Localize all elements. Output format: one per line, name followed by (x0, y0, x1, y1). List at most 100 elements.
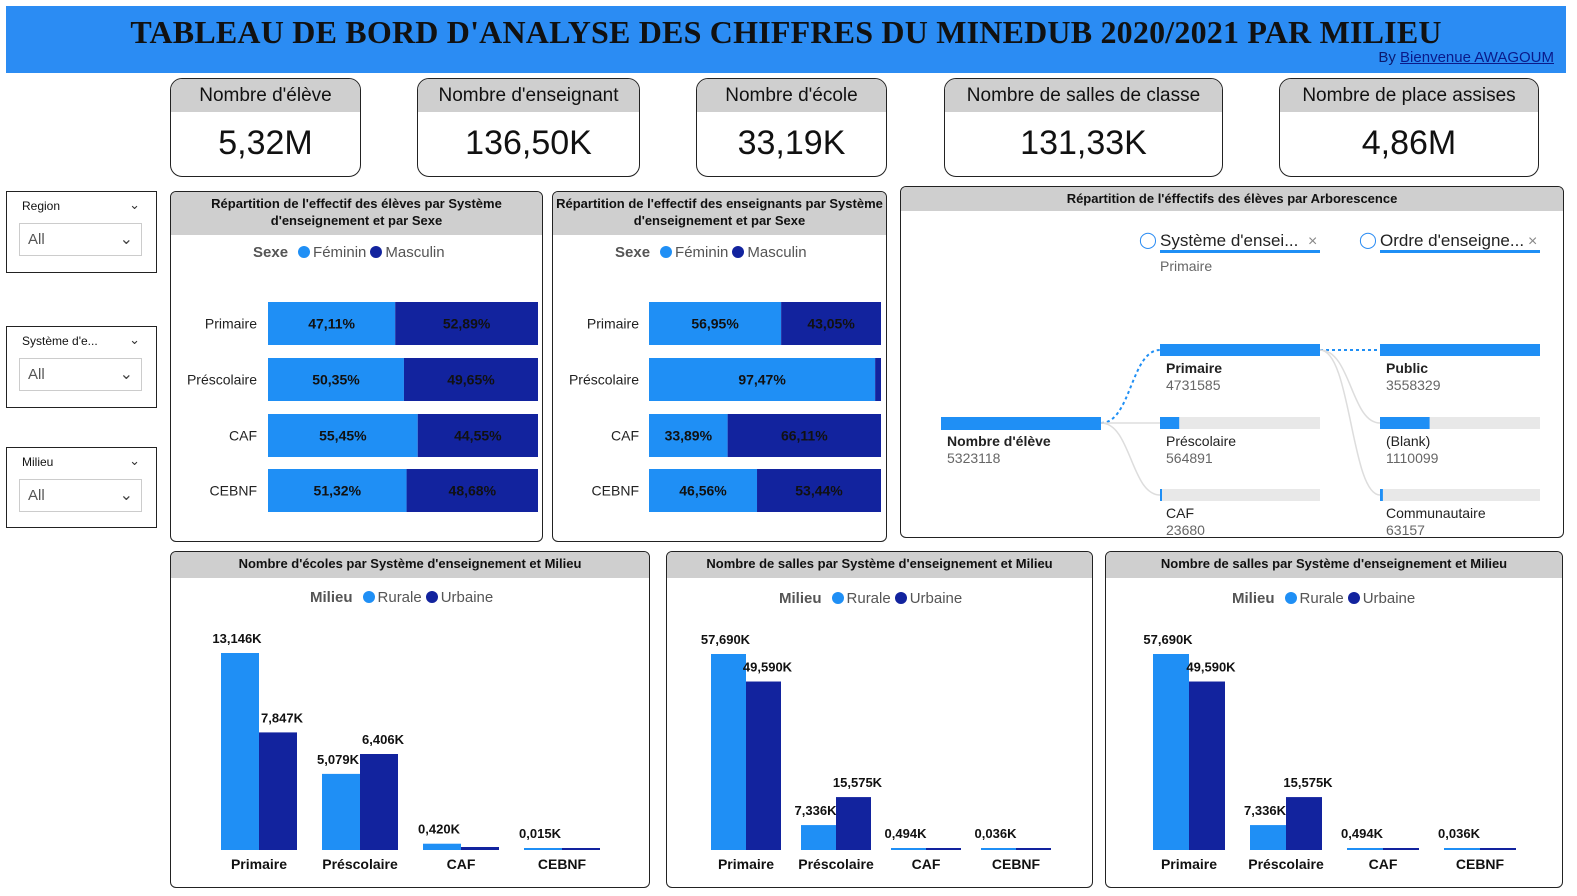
node-label[interactable]: Public (1386, 360, 1428, 376)
legend-entry[interactable]: Féminin (675, 244, 729, 261)
data-label: 52,89% (443, 316, 491, 332)
bar-segment-masculin[interactable] (403, 358, 538, 401)
data-label: 0,015K (519, 826, 562, 841)
node-bar[interactable] (1160, 489, 1162, 501)
bar-segment-féminin[interactable] (649, 302, 782, 345)
bar-urbaine[interactable] (1016, 848, 1051, 850)
data-label: 7,336K (1244, 803, 1287, 818)
bar-rurale[interactable] (221, 653, 259, 850)
bar-urbaine[interactable] (360, 754, 398, 850)
chevron-down-icon[interactable]: ⌄ (129, 454, 140, 469)
level1-header-label: Système d'ensei... (1160, 231, 1298, 250)
data-label: 57,690K (1143, 632, 1193, 647)
legend-entry[interactable]: Masculin (747, 244, 807, 261)
legend-entry[interactable]: Rurale (846, 590, 891, 607)
bar-segment-masculin[interactable] (875, 358, 881, 401)
bar-rurale[interactable] (891, 848, 926, 850)
bar-segment-féminin[interactable] (268, 469, 407, 512)
bar-segment-féminin[interactable] (649, 358, 876, 401)
bar-rurale[interactable] (524, 848, 562, 850)
level1-header[interactable]: ◯ Système d'ensei... × Primaire (1139, 231, 1320, 274)
legend-entry[interactable]: Urbaine (440, 589, 494, 606)
legend-entry[interactable]: Urbaine (1362, 590, 1416, 607)
category-label: CAF (611, 428, 639, 444)
data-label: 7,847K (261, 710, 304, 725)
bar-rurale[interactable] (981, 848, 1016, 850)
bar-urbaine[interactable] (461, 847, 499, 850)
kpi-card-salles: Nombre de salles de classe 131,33K (944, 78, 1223, 177)
bar-rurale[interactable] (801, 825, 836, 850)
legend-entry[interactable]: Urbaine (909, 590, 963, 607)
node-bar[interactable] (1380, 417, 1430, 429)
bar-segment-masculin[interactable] (757, 469, 881, 512)
node-label[interactable]: Préscolaire (1166, 433, 1236, 449)
legend-entry[interactable]: Masculin (385, 244, 445, 261)
bar-segment-féminin[interactable] (649, 414, 728, 457)
chart-legend: Milieu Rurale Urbaine (1232, 590, 1415, 607)
legend-entry[interactable]: Rurale (377, 589, 422, 606)
data-label: 49,590K (743, 660, 793, 675)
bar-urbaine[interactable] (836, 797, 871, 850)
slicer-dropdown[interactable]: All ⌄ (19, 358, 142, 391)
bar-rurale[interactable] (711, 654, 746, 850)
node-label[interactable]: Communautaire (1386, 505, 1486, 521)
bar-segment-féminin[interactable] (649, 469, 758, 512)
category-label: Préscolaire (322, 856, 398, 872)
kpi-value: 4,86M (1361, 124, 1457, 162)
lightbulb-icon: ◯ (1139, 232, 1157, 249)
bar-urbaine[interactable] (926, 848, 961, 850)
category-label: CEBNF (1456, 856, 1505, 872)
data-label: 97,47% (738, 372, 786, 388)
bar-rurale[interactable] (423, 843, 461, 850)
bar-urbaine[interactable] (259, 732, 297, 850)
kpi-label: Nombre d'élève (171, 79, 360, 112)
node-bar[interactable] (1160, 344, 1320, 356)
category-label: CAF (447, 856, 476, 872)
root-node-bar[interactable] (941, 417, 1101, 430)
node-bar[interactable] (1380, 344, 1540, 356)
bar-segment-féminin[interactable] (268, 414, 418, 457)
node-bar[interactable] (1380, 489, 1383, 501)
bar-rurale[interactable] (1153, 654, 1189, 850)
stacked-bar-chart: Primaire 56,95% 43,05% Préscolaire 97,47% CAF… (569, 302, 881, 512)
bar-rurale[interactable] (322, 773, 360, 850)
level2-header[interactable]: ◯ Ordre d'enseigne... × (1359, 231, 1540, 253)
bar-segment-masculin[interactable] (395, 302, 538, 345)
bar-urbaine[interactable] (1480, 848, 1516, 850)
legend-entry[interactable]: Féminin (313, 244, 367, 261)
chevron-down-icon[interactable]: ⌄ (129, 333, 140, 348)
node-label[interactable]: CAF (1166, 505, 1194, 521)
bar-urbaine[interactable] (1286, 797, 1322, 850)
chevron-down-icon[interactable]: ⌄ (129, 198, 140, 213)
bar-rurale[interactable] (1444, 848, 1480, 850)
node-bar[interactable] (1160, 417, 1180, 429)
level2-header-label: Ordre d'enseigne... (1380, 231, 1524, 250)
decomposition-tree[interactable]: ◯ Système d'ensei... × Primaire ◯ Ordre … (901, 187, 1563, 537)
node-label[interactable]: (Blank) (1386, 433, 1430, 449)
bar-segment-masculin[interactable] (406, 469, 538, 512)
slicer-dropdown[interactable]: All ⌄ (19, 223, 142, 256)
bar-segment-masculin[interactable] (781, 302, 881, 345)
node-label[interactable]: Primaire (1166, 360, 1222, 376)
slicer-milieu[interactable]: Milieu ⌄ All ⌄ (6, 447, 157, 528)
chart-legend: Milieu Rurale Urbaine (779, 590, 962, 607)
chart-panel-salles-milieu: Nombre de salles par Système d'enseignem… (666, 551, 1093, 888)
legend-entry[interactable]: Rurale (1299, 590, 1344, 607)
bar-urbaine[interactable] (562, 848, 600, 850)
bar-urbaine[interactable] (1189, 681, 1225, 850)
kpi-card-places: Nombre de place assises 4,86M (1279, 78, 1539, 177)
bar-rurale[interactable] (1250, 825, 1286, 850)
author-link[interactable]: Bienvenue AWAGOUM (1400, 49, 1554, 66)
bar-urbaine[interactable] (746, 681, 781, 850)
slicer-region[interactable]: Region ⌄ All ⌄ (6, 191, 157, 273)
bar-urbaine[interactable] (1383, 848, 1419, 850)
bar-segment-masculin[interactable] (417, 414, 538, 457)
bar-segment-masculin[interactable] (727, 414, 881, 457)
chevron-down-icon: ⌄ (119, 364, 133, 383)
bar-rurale[interactable] (1347, 848, 1383, 850)
slicer-systeme[interactable]: Système d'e... ⌄ All ⌄ (6, 326, 157, 408)
chevron-down-icon: ⌄ (119, 485, 133, 504)
slicer-dropdown[interactable]: All ⌄ (19, 479, 142, 512)
bar-segment-féminin[interactable] (268, 358, 404, 401)
bar-segment-féminin[interactable] (268, 302, 396, 345)
